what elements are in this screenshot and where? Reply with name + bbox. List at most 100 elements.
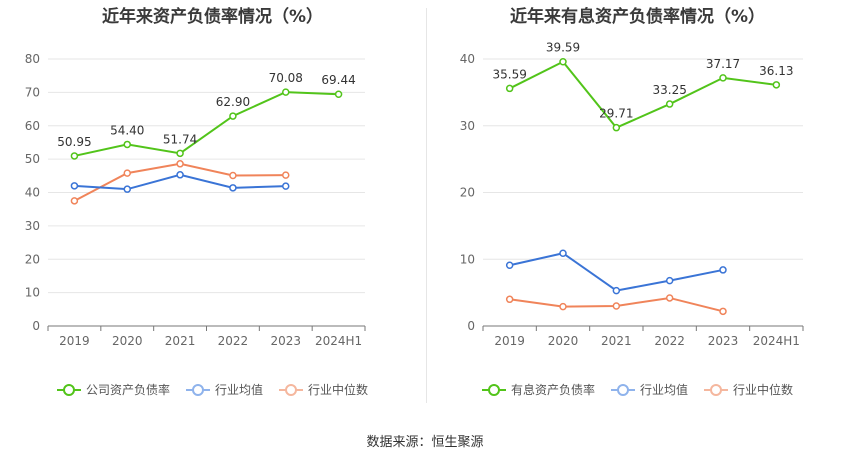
data-point xyxy=(559,302,567,311)
x-tick-label: 2023 xyxy=(708,334,739,348)
data-source-note: 数据来源：恒生聚源 xyxy=(366,435,484,450)
legend-item-interest-debt-ratio[interactable]: 有息资产负债率 xyxy=(481,381,595,398)
legend-item-industry-mean[interactable]: 行业均值 xyxy=(185,381,263,398)
series-line-0 xyxy=(509,60,777,129)
legend-item-company-debt-ratio[interactable]: 公司资产负债率 xyxy=(56,381,170,398)
data-point xyxy=(176,149,184,158)
y-tick-label: 10 xyxy=(460,252,475,266)
data-label: 70.08 xyxy=(269,71,303,85)
data-point xyxy=(612,302,621,310)
data-point xyxy=(505,295,514,304)
legend-item-industry-mean[interactable]: 行业均值 xyxy=(610,381,688,398)
data-label: 54.40 xyxy=(110,123,144,137)
interest-debt-ratio-chart-panel: 近年来有息资产负债率情况（%） 0 10 20 30 40 2019 2020 2021 202… xyxy=(425,0,850,410)
data-point xyxy=(612,123,621,132)
data-point xyxy=(70,152,79,160)
legend-label: 公司资产负债率 xyxy=(85,383,170,397)
data-point xyxy=(70,197,79,205)
y-tick-label: 60 xyxy=(25,119,40,133)
chart-title-right: 近年来有息资产负债率情况（%） xyxy=(509,7,766,27)
x-tick-label: 2021 xyxy=(601,334,632,348)
data-point xyxy=(719,74,727,82)
data-label: 69.44 xyxy=(321,73,355,87)
legend-swatch-green-icon xyxy=(56,383,81,396)
y-tick-label: 20 xyxy=(25,252,40,266)
y-tick-label: 0 xyxy=(32,319,40,333)
data-point xyxy=(719,266,727,274)
data-label: 51.74 xyxy=(163,132,197,146)
data-point xyxy=(665,276,674,285)
legend-label: 有息资产负债率 xyxy=(510,383,595,397)
series-line-0 xyxy=(74,91,339,157)
debt-ratio-chart: 0 10 20 30 40 50 60 70 80 2019 2020 2021 2022 2023 202… xyxy=(25,52,366,348)
x-tick-label: 2020 xyxy=(112,334,143,348)
data-point xyxy=(772,81,781,89)
data-point xyxy=(334,90,343,98)
debt-ratio-chart-panel: 近年来资产负债率情况（%） 0 10 20 30 40 50 60 70 80 2019 2020 2… xyxy=(0,0,425,410)
legend-swatch-green-icon xyxy=(481,383,506,396)
legend-label: 行业中位数 xyxy=(733,383,794,397)
data-point xyxy=(176,160,184,168)
data-label: 50.95 xyxy=(57,135,91,149)
x-tick-label: 2023 xyxy=(270,334,301,348)
data-point xyxy=(282,171,290,179)
data-point xyxy=(282,182,290,190)
x-tick-label: 2020 xyxy=(548,334,579,348)
x-tick-label: 2022 xyxy=(654,334,685,348)
y-tick-label: 40 xyxy=(460,52,475,66)
x-tick-label: 2024H1 xyxy=(315,334,362,348)
y-tick-label: 80 xyxy=(25,52,40,66)
legend-left: 公司资产负债率 行业均值 行业中位数 xyxy=(0,381,425,398)
y-tick-label: 30 xyxy=(25,219,40,233)
data-point xyxy=(123,169,131,177)
data-point xyxy=(123,185,131,193)
data-point xyxy=(229,184,237,192)
data-point xyxy=(70,182,79,190)
legend-swatch-blue-icon xyxy=(610,383,635,396)
data-label: 33.25 xyxy=(652,83,686,97)
data-point xyxy=(665,100,674,108)
legend-label: 行业均值 xyxy=(214,383,263,397)
x-tick-label: 2024H1 xyxy=(753,334,800,348)
y-tick-label: 70 xyxy=(25,85,40,99)
data-label: 37.17 xyxy=(706,57,740,71)
legend-item-industry-median[interactable]: 行业中位数 xyxy=(279,381,368,398)
y-tick-label: 10 xyxy=(25,286,40,300)
x-tick-label: 2019 xyxy=(59,334,90,348)
data-point xyxy=(559,249,567,257)
data-point xyxy=(612,286,621,295)
legend-swatch-blue-icon xyxy=(185,383,210,396)
data-label: 35.59 xyxy=(492,67,526,81)
y-tick-label: 0 xyxy=(467,319,475,333)
legend-swatch-orange-icon xyxy=(279,383,303,396)
panel-divider xyxy=(426,8,427,403)
data-point xyxy=(665,294,674,302)
legend-swatch-orange-icon xyxy=(704,383,728,396)
legend-item-industry-median[interactable]: 行业中位数 xyxy=(704,381,793,398)
y-tick-label: 40 xyxy=(25,186,40,200)
data-label: 36.13 xyxy=(759,64,793,78)
data-point xyxy=(719,307,727,316)
data-point xyxy=(123,140,131,149)
data-point xyxy=(176,171,184,179)
x-tick-label: 2022 xyxy=(218,334,249,348)
data-label: 62.90 xyxy=(216,95,250,109)
data-point xyxy=(229,112,237,120)
legend-label: 行业中位数 xyxy=(308,383,369,397)
data-label: 29.71 xyxy=(599,107,633,121)
legend-label: 行业均值 xyxy=(639,383,688,397)
data-point xyxy=(282,88,290,96)
y-tick-label: 30 xyxy=(460,119,475,133)
series-line-2 xyxy=(73,162,286,202)
x-tick-label: 2019 xyxy=(494,334,525,348)
chart-title-left: 近年来资产负债率情况（%） xyxy=(101,7,324,27)
data-point xyxy=(505,84,514,93)
data-point xyxy=(559,57,567,66)
y-tick-label: 50 xyxy=(25,152,40,166)
legend-right: 有息资产负债率 行业均值 行业中位数 xyxy=(425,381,850,398)
data-point xyxy=(229,171,237,180)
data-label: 39.59 xyxy=(546,41,580,55)
data-point xyxy=(505,261,514,270)
y-tick-label: 20 xyxy=(460,186,475,200)
